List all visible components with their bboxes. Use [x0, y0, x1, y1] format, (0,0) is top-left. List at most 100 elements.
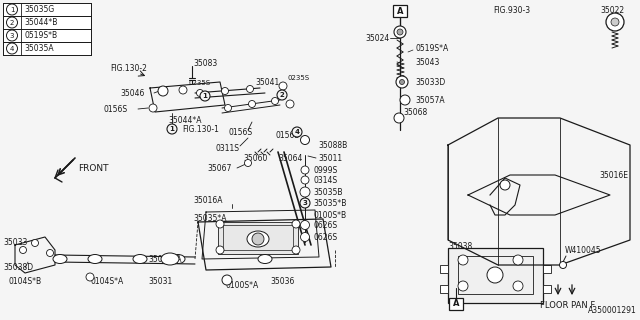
Bar — [3, 3, 91, 16]
Ellipse shape — [88, 254, 102, 263]
Circle shape — [606, 13, 624, 31]
Circle shape — [271, 98, 278, 105]
Text: 0156S: 0156S — [275, 131, 299, 140]
Circle shape — [500, 180, 510, 190]
Text: 35044*B: 35044*B — [24, 18, 58, 27]
Ellipse shape — [53, 254, 67, 263]
Bar — [440, 285, 448, 293]
Bar — [449, 298, 463, 310]
Circle shape — [158, 86, 168, 96]
Circle shape — [248, 100, 255, 108]
Text: A350001291: A350001291 — [588, 306, 637, 315]
Text: 35011: 35011 — [318, 154, 342, 163]
Text: 35041: 35041 — [255, 77, 279, 86]
Ellipse shape — [258, 254, 272, 263]
Circle shape — [167, 124, 177, 134]
Text: 35038D: 35038D — [3, 263, 33, 273]
Text: 3: 3 — [303, 200, 307, 206]
Circle shape — [292, 246, 300, 254]
Text: 35022: 35022 — [600, 5, 624, 14]
Circle shape — [458, 281, 468, 291]
Text: 0999S: 0999S — [313, 165, 337, 174]
Circle shape — [6, 30, 17, 41]
Text: 35016E: 35016E — [599, 171, 628, 180]
Circle shape — [394, 26, 406, 38]
Circle shape — [394, 113, 404, 123]
Text: 35035A: 35035A — [24, 44, 54, 53]
Bar — [543, 265, 551, 273]
Bar — [218, 222, 298, 254]
Circle shape — [300, 187, 310, 197]
Circle shape — [458, 255, 468, 265]
Text: 0314S: 0314S — [313, 175, 337, 185]
Ellipse shape — [133, 254, 147, 263]
Bar — [393, 5, 407, 17]
Text: 0156S: 0156S — [103, 105, 127, 114]
Text: 2: 2 — [280, 92, 284, 98]
Circle shape — [244, 159, 252, 166]
Circle shape — [487, 267, 503, 283]
Bar — [223, 225, 293, 250]
Circle shape — [47, 250, 54, 257]
Circle shape — [6, 17, 17, 28]
Circle shape — [6, 43, 17, 54]
Text: 35035*A: 35035*A — [193, 213, 227, 222]
Circle shape — [179, 86, 187, 94]
Circle shape — [397, 29, 403, 35]
Text: 4: 4 — [10, 45, 14, 52]
Text: 35035B: 35035B — [313, 188, 342, 196]
Text: 1: 1 — [10, 6, 14, 12]
Circle shape — [279, 82, 287, 90]
Circle shape — [292, 220, 300, 228]
Bar — [440, 265, 448, 273]
Text: 0100S*A: 0100S*A — [225, 281, 259, 290]
Circle shape — [400, 95, 410, 105]
Circle shape — [513, 255, 523, 265]
Bar — [3, 29, 91, 42]
Circle shape — [19, 246, 26, 253]
Text: FIG.130-2: FIG.130-2 — [110, 63, 147, 73]
Text: 3: 3 — [10, 33, 14, 38]
Text: 35033: 35033 — [3, 237, 28, 246]
Text: 35046: 35046 — [120, 89, 145, 98]
Circle shape — [559, 261, 566, 268]
Text: 35036: 35036 — [270, 277, 294, 286]
Circle shape — [300, 198, 310, 208]
Circle shape — [301, 176, 309, 184]
Text: 35064: 35064 — [278, 154, 302, 163]
Text: FLOOR PAN F: FLOOR PAN F — [540, 300, 595, 309]
Text: 0104S*A: 0104S*A — [90, 277, 124, 286]
Text: 35068: 35068 — [403, 108, 428, 116]
Text: 0519S*B: 0519S*B — [24, 31, 57, 40]
Text: 0156S: 0156S — [228, 127, 252, 137]
Text: A: A — [397, 6, 403, 15]
Text: 0311S: 0311S — [215, 143, 239, 153]
Circle shape — [246, 85, 253, 92]
Text: W410045: W410045 — [565, 245, 602, 254]
Text: 4: 4 — [294, 129, 300, 135]
Text: 0626S: 0626S — [313, 233, 337, 242]
Text: 0626S: 0626S — [313, 220, 337, 229]
Text: FIG.130-1: FIG.130-1 — [182, 124, 219, 133]
Text: 35035G: 35035G — [24, 5, 54, 14]
Circle shape — [396, 76, 408, 88]
Circle shape — [86, 273, 94, 281]
Text: 35024: 35024 — [365, 34, 389, 43]
Circle shape — [513, 281, 523, 291]
Circle shape — [399, 79, 404, 84]
Text: 0100S*B: 0100S*B — [313, 211, 346, 220]
Text: 35031: 35031 — [148, 277, 172, 286]
Text: 35088B: 35088B — [318, 140, 348, 149]
Text: 0235S: 0235S — [188, 80, 210, 86]
Text: 35033D: 35033D — [415, 77, 445, 86]
Circle shape — [301, 166, 309, 174]
Circle shape — [200, 91, 210, 101]
Circle shape — [277, 90, 287, 100]
Bar — [3, 42, 91, 55]
Circle shape — [216, 246, 224, 254]
Text: 35043: 35043 — [415, 58, 440, 67]
Text: 35035*B: 35035*B — [313, 198, 346, 207]
Text: 35044*A: 35044*A — [168, 116, 202, 124]
Text: 0104S*B: 0104S*B — [8, 277, 41, 286]
Text: 35057A: 35057A — [415, 95, 445, 105]
